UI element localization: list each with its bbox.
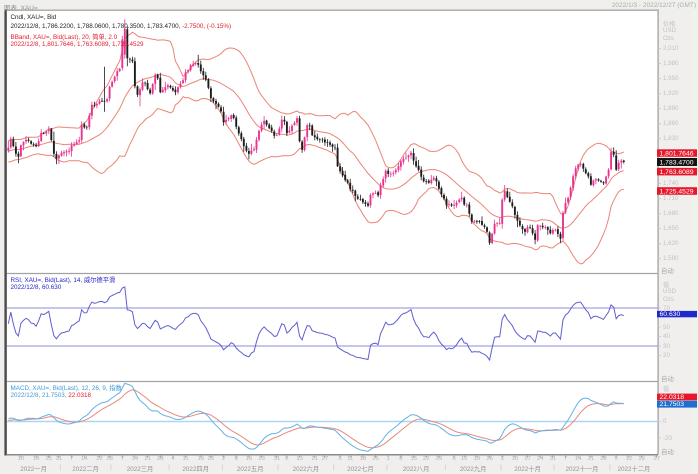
svg-text:1,725.4529: 1,725.4529 — [660, 188, 694, 195]
svg-text:1,763.6089: 1,763.6089 — [660, 169, 694, 176]
svg-text:60.630: 60.630 — [660, 311, 681, 318]
svg-text:1,783.4700: 1,783.4700 — [660, 160, 694, 167]
svg-text:21.7503: 21.7503 — [660, 401, 685, 408]
svg-text:22.0318: 22.0318 — [660, 394, 685, 401]
svg-text:1,801.7646: 1,801.7646 — [660, 150, 694, 157]
